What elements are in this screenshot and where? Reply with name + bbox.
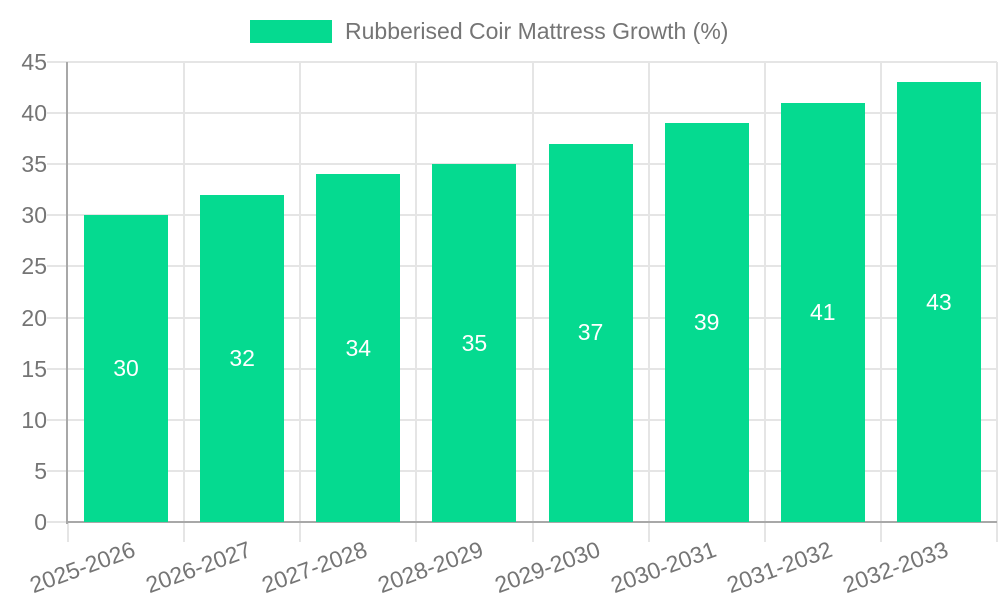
y-tick-label: 35 [21, 151, 47, 178]
bar-value-label: 41 [810, 298, 836, 325]
bar: 39 [664, 123, 749, 522]
gridline-vertical [647, 62, 650, 522]
x-axis-tick [415, 522, 418, 542]
y-tick-label: 25 [21, 253, 47, 280]
x-axis-tick [531, 522, 534, 542]
bar-value-label: 43 [926, 288, 952, 315]
bar: 41 [780, 102, 865, 522]
bar: 30 [84, 215, 169, 522]
bar: 37 [548, 143, 633, 522]
bar: 34 [316, 174, 401, 522]
y-tick-label: 0 [34, 509, 47, 535]
y-axis-tick [47, 163, 68, 166]
y-axis-tick [47, 112, 68, 115]
gridline-vertical [183, 62, 186, 522]
y-axis-tick [47, 61, 68, 63]
bar-value-label: 35 [461, 329, 488, 356]
bar: 35 [432, 164, 517, 522]
x-tick-label: 2030-2031 [606, 536, 720, 599]
x-axis-tick [763, 522, 766, 542]
y-axis-tick [47, 418, 68, 421]
x-axis-tick [647, 522, 650, 542]
y-tick-label: 20 [21, 304, 47, 331]
x-axis-tick [299, 522, 302, 542]
y-axis-tick [47, 265, 68, 268]
bar-value-label: 34 [345, 334, 372, 361]
y-tick-label: 45 [21, 49, 47, 75]
legend-label: Rubberised Coir Mattress Growth (%) [345, 18, 729, 44]
gridline-vertical [879, 62, 882, 522]
gridline-vertical [763, 62, 766, 522]
gridline-vertical [996, 62, 998, 522]
x-tick-label: 2027-2028 [258, 536, 371, 599]
y-tick-label: 30 [21, 202, 47, 229]
y-tick-label: 10 [21, 406, 47, 433]
bar-value-label: 39 [693, 309, 720, 336]
y-axis-tick [47, 316, 68, 319]
bar: 32 [200, 194, 285, 522]
y-axis-tick [47, 469, 68, 472]
y-axis-tick [47, 367, 68, 370]
x-tick-label: 2026-2027 [142, 536, 255, 599]
x-tick-label: 2025-2026 [26, 536, 139, 599]
y-axis-tick [47, 521, 68, 523]
gridline-vertical [415, 62, 418, 522]
x-axis-tick [183, 522, 186, 542]
x-axis-tick [996, 522, 998, 542]
x-axis-tick [879, 522, 882, 542]
bar-value-label: 30 [113, 355, 139, 382]
bar-value-label: 37 [577, 319, 604, 346]
legend: Rubberised Coir Mattress Growth (%) [250, 18, 728, 44]
legend-swatch [250, 19, 332, 43]
x-tick-label: 2029-2030 [490, 536, 604, 599]
x-tick-label: 2032-2033 [839, 536, 952, 599]
y-tick-label: 5 [34, 457, 47, 484]
gridline-vertical [299, 62, 302, 522]
y-axis-line [66, 62, 68, 524]
x-axis-tick [67, 522, 69, 542]
x-axis-line [68, 521, 997, 523]
y-axis-tick [47, 214, 68, 217]
bar: 43 [896, 82, 981, 522]
x-tick-label: 2031-2032 [723, 536, 836, 599]
y-tick-label: 40 [21, 100, 47, 127]
gridline-vertical [531, 62, 534, 522]
y-tick-label: 15 [21, 355, 47, 382]
x-tick-label: 2028-2029 [374, 536, 487, 599]
bar-value-label: 32 [229, 344, 255, 371]
